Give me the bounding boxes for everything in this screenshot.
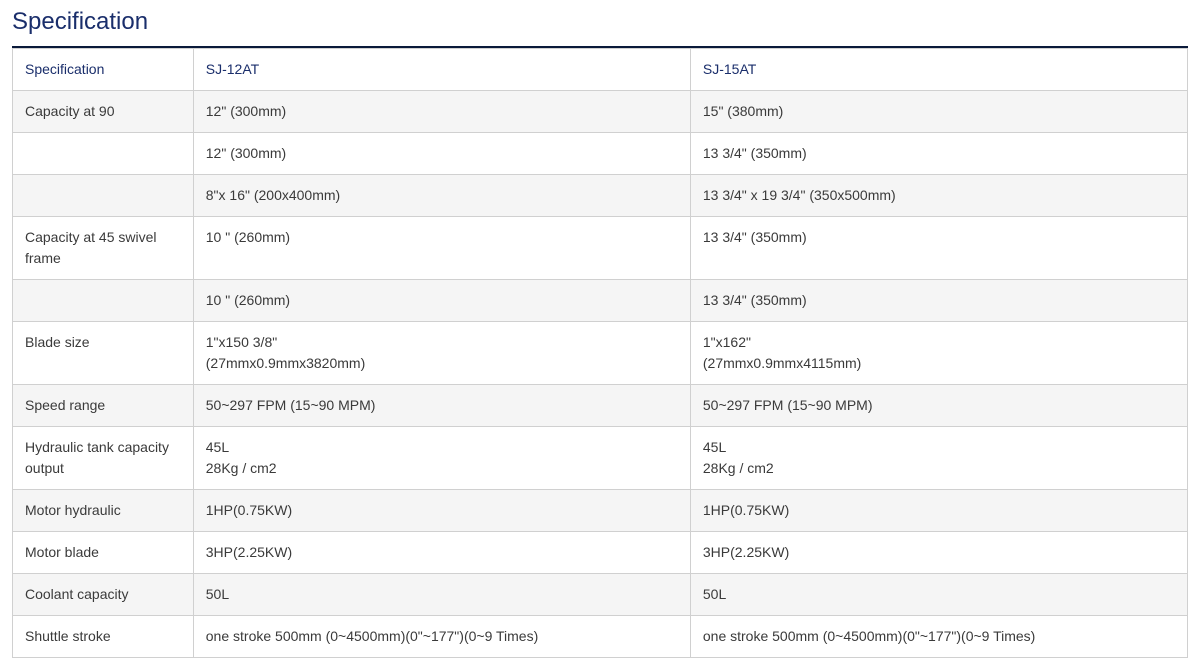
sj15-cell: 50~297 FPM (15~90 MPM): [690, 385, 1187, 427]
table-row: Capacity at 9012" (300mm)15" (380mm): [13, 91, 1188, 133]
spec-label-cell: Shuttle stroke: [13, 616, 194, 658]
sj12-cell: 12" (300mm): [193, 91, 690, 133]
spec-label-cell: Capacity at 90: [13, 91, 194, 133]
table-row: Blade size1"x150 3/8" (27mmx0.9mmx3820mm…: [13, 322, 1188, 385]
spec-label-cell: Capacity at 45 swivel frame: [13, 217, 194, 280]
table-row: Capacity at 45 swivel frame10 " (260mm)1…: [13, 217, 1188, 280]
sj12-cell: 3HP(2.25KW): [193, 532, 690, 574]
sj12-cell: 8"x 16" (200x400mm): [193, 175, 690, 217]
sj15-cell: 45L 28Kg / cm2: [690, 427, 1187, 490]
column-header-spec: Specification: [13, 49, 194, 91]
spec-label-cell: Motor hydraulic: [13, 490, 194, 532]
table-header-row: Specification SJ-12AT SJ-15AT: [13, 49, 1188, 91]
sj12-cell: 50~297 FPM (15~90 MPM): [193, 385, 690, 427]
table-row: Motor blade3HP(2.25KW)3HP(2.25KW): [13, 532, 1188, 574]
column-header-sj12: SJ-12AT: [193, 49, 690, 91]
table-row: Hydraulic tank capacity output45L 28Kg /…: [13, 427, 1188, 490]
spec-label-cell: Speed range: [13, 385, 194, 427]
table-row: 12" (300mm)13 3/4" (350mm): [13, 133, 1188, 175]
sj15-cell: 3HP(2.25KW): [690, 532, 1187, 574]
sj12-cell: 12" (300mm): [193, 133, 690, 175]
sj15-cell: 50L: [690, 574, 1187, 616]
sj15-cell: 13 3/4" x 19 3/4" (350x500mm): [690, 175, 1187, 217]
spec-label-cell: Motor blade: [13, 532, 194, 574]
sj15-cell: 1"x162" (27mmx0.9mmx4115mm): [690, 322, 1187, 385]
table-row: Motor hydraulic1HP(0.75KW)1HP(0.75KW): [13, 490, 1188, 532]
sj12-cell: 1HP(0.75KW): [193, 490, 690, 532]
sj15-cell: one stroke 500mm (0~4500mm)(0"~177")(0~9…: [690, 616, 1187, 658]
sj15-cell: 13 3/4" (350mm): [690, 217, 1187, 280]
sj12-cell: 50L: [193, 574, 690, 616]
sj15-cell: 13 3/4" (350mm): [690, 133, 1187, 175]
spec-label-cell: Hydraulic tank capacity output: [13, 427, 194, 490]
sj12-cell: 45L 28Kg / cm2: [193, 427, 690, 490]
page-title: Specification: [12, 8, 1188, 36]
sj12-cell: 1"x150 3/8" (27mmx0.9mmx3820mm): [193, 322, 690, 385]
sj15-cell: 15" (380mm): [690, 91, 1187, 133]
specification-table: Specification SJ-12AT SJ-15AT Capacity a…: [12, 48, 1188, 658]
table-row: Coolant capacity50L50L: [13, 574, 1188, 616]
sj12-cell: one stroke 500mm (0~4500mm)(0"~177")(0~9…: [193, 616, 690, 658]
table-row: 10 " (260mm)13 3/4" (350mm): [13, 280, 1188, 322]
spec-label-cell: Coolant capacity: [13, 574, 194, 616]
sj15-cell: 13 3/4" (350mm): [690, 280, 1187, 322]
spec-label-cell: [13, 175, 194, 217]
sj15-cell: 1HP(0.75KW): [690, 490, 1187, 532]
sj12-cell: 10 " (260mm): [193, 217, 690, 280]
column-header-sj15: SJ-15AT: [690, 49, 1187, 91]
spec-label-cell: [13, 280, 194, 322]
table-row: Speed range50~297 FPM (15~90 MPM)50~297 …: [13, 385, 1188, 427]
spec-label-cell: Blade size: [13, 322, 194, 385]
table-row: Shuttle strokeone stroke 500mm (0~4500mm…: [13, 616, 1188, 658]
spec-label-cell: [13, 133, 194, 175]
table-row: 8"x 16" (200x400mm)13 3/4" x 19 3/4" (35…: [13, 175, 1188, 217]
sj12-cell: 10 " (260mm): [193, 280, 690, 322]
